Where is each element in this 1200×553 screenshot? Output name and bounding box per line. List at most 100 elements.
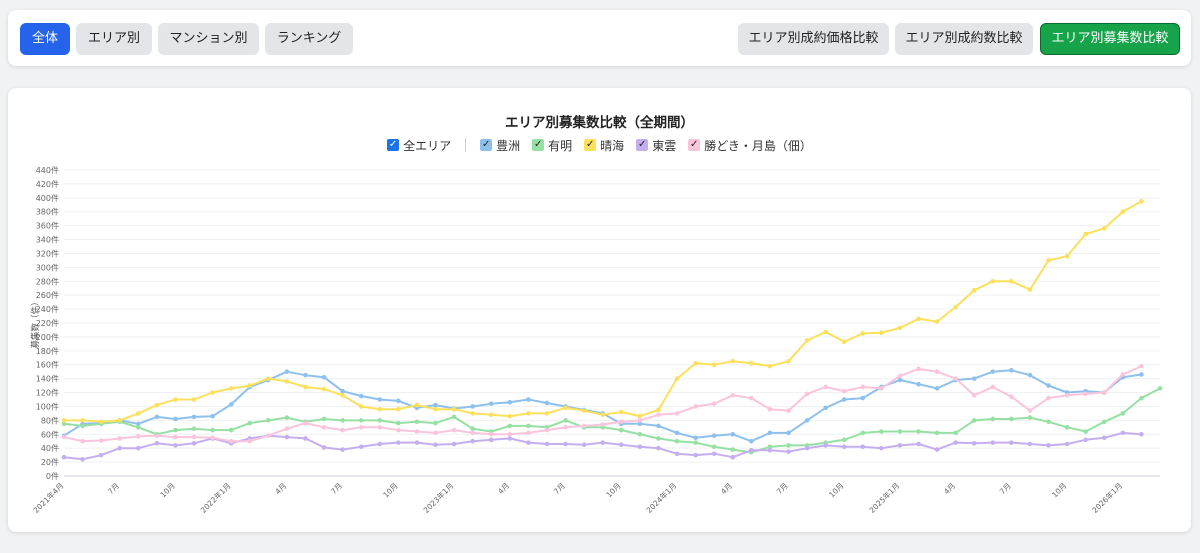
data-point [804, 443, 810, 448]
data-point [377, 397, 383, 402]
data-point [173, 397, 178, 402]
data-point [749, 450, 754, 455]
area-contract-price-compare-button[interactable]: エリア別成約価格比較 [738, 23, 889, 55]
data-point [674, 430, 680, 436]
data-point [767, 430, 773, 436]
data-point [396, 398, 401, 404]
data-point [1064, 441, 1070, 447]
x-tick-label: 4月 [273, 481, 288, 496]
check-icon[interactable]: ✓ [532, 139, 545, 151]
y-axis-label: 募集数（件） [30, 297, 41, 348]
x-tick-label: 7月 [775, 481, 790, 496]
tab-all-button[interactable]: 全体 [20, 23, 70, 55]
check-icon[interactable]: ✓ [387, 139, 400, 151]
data-point [396, 427, 401, 433]
data-point [284, 379, 290, 384]
check-icon[interactable]: ✓ [584, 139, 597, 151]
y-tick-label: 0件 [46, 471, 59, 481]
check-icon[interactable]: ✓ [636, 139, 649, 151]
check-icon[interactable]: ✓ [480, 139, 493, 151]
tab-ranking-button[interactable]: ランキング [265, 23, 353, 55]
data-point [1064, 393, 1070, 398]
data-point [693, 361, 698, 366]
data-point [860, 395, 866, 401]
data-point [1101, 435, 1107, 441]
legend-series-3[interactable]: ✓ 東雲 [636, 137, 676, 154]
data-point [656, 445, 661, 451]
data-point [526, 440, 531, 445]
data-point [488, 431, 494, 437]
data-point [433, 402, 438, 408]
data-point [303, 420, 308, 426]
data-point [451, 406, 457, 411]
data-point [191, 397, 197, 402]
series-line-0 [63, 369, 1142, 443]
y-tick-label: 20件 [41, 457, 59, 467]
data-point [154, 433, 160, 438]
x-tick-label: 4月 [719, 481, 734, 496]
data-point [618, 409, 624, 415]
data-point [656, 407, 661, 413]
view-toolbar: 全体 エリア別 マンション別 ランキング エリア別成約価格比較 エリア別成約数比… [8, 10, 1191, 66]
tab-by-area-button[interactable]: エリア別 [76, 23, 152, 55]
x-tick-label: 2024年1月 [644, 480, 679, 515]
y-tick-label: 40件 [41, 443, 59, 453]
data-point [823, 384, 828, 390]
data-point [228, 427, 234, 433]
chart-title: エリア別募集数比較（全期間） [505, 115, 694, 131]
y-tick-label: 280件 [36, 276, 59, 286]
data-point [656, 436, 661, 441]
legend-series-0[interactable]: ✓ 豊洲 [480, 137, 520, 154]
data-point [61, 421, 67, 427]
data-point [470, 411, 475, 416]
data-point [266, 376, 271, 381]
legend-series-4[interactable]: ✓ 勝どき・月島（佃） [688, 137, 812, 154]
data-point [377, 425, 383, 430]
data-point [247, 438, 253, 444]
legend-series-1[interactable]: ✓ 有明 [532, 137, 572, 154]
data-point [1064, 253, 1070, 259]
data-point [61, 434, 67, 440]
check-icon[interactable]: ✓ [688, 139, 701, 151]
data-point [98, 421, 104, 427]
legend-divider [465, 138, 467, 152]
data-point [730, 431, 736, 437]
data-point [117, 419, 123, 425]
data-point [321, 416, 327, 422]
data-point [321, 445, 327, 450]
area-listing-count-compare-button[interactable]: エリア別募集数比較 [1040, 23, 1180, 55]
data-point [544, 441, 550, 447]
data-point [823, 405, 828, 411]
data-point [749, 361, 754, 366]
data-point [303, 372, 308, 378]
data-point [488, 401, 494, 406]
data-point [228, 402, 234, 407]
data-point [730, 447, 736, 452]
data-point [414, 440, 420, 445]
legend-all-areas[interactable]: ✓ 全エリア [387, 137, 451, 154]
x-tick-label: 10月 [381, 481, 399, 499]
data-point [1046, 383, 1051, 388]
data-point [507, 413, 513, 419]
data-point [1139, 198, 1144, 204]
data-point [1046, 395, 1051, 401]
tab-by-mansion-button[interactable]: マンション別 [158, 23, 259, 55]
x-tick-label: 2026年1月 [1090, 480, 1125, 515]
data-point [358, 444, 364, 450]
legend-series-2[interactable]: ✓ 晴海 [584, 137, 624, 154]
data-point [210, 435, 215, 441]
data-point [581, 408, 587, 413]
area-contract-count-compare-button[interactable]: エリア別成約数比較 [895, 23, 1033, 55]
data-point [433, 406, 438, 412]
data-point [396, 440, 401, 445]
data-point [1009, 394, 1014, 400]
data-point [749, 395, 754, 401]
data-point [804, 418, 810, 423]
data-point [470, 404, 475, 409]
y-tick-label: 80件 [41, 415, 59, 425]
series-line-3 [63, 431, 1142, 461]
data-point [340, 393, 345, 398]
data-point [544, 400, 550, 406]
data-point [990, 416, 996, 422]
data-point [823, 443, 828, 448]
